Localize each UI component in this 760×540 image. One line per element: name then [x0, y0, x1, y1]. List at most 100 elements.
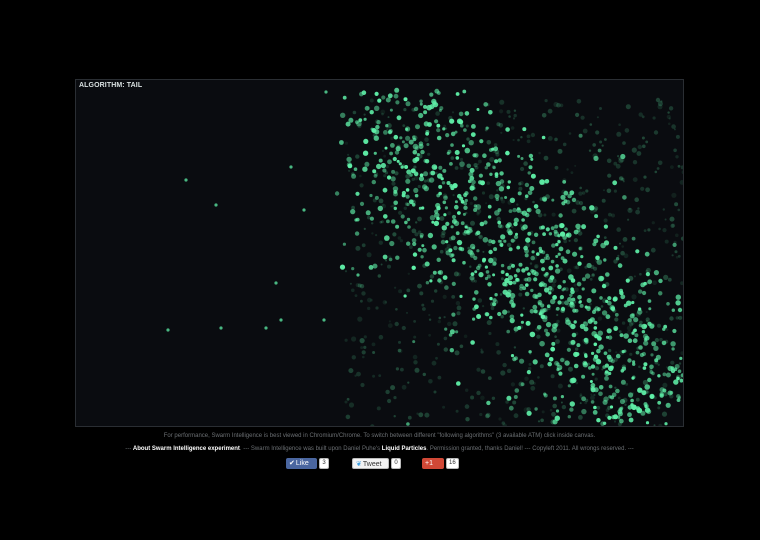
facebook-like-button[interactable]: ✔Like	[286, 458, 317, 469]
particle-trail	[417, 283, 422, 289]
particle	[405, 178, 411, 184]
particle-trail	[510, 382, 515, 387]
particle	[577, 261, 582, 266]
particle	[473, 196, 478, 201]
particle-field[interactable]	[76, 80, 684, 427]
particle-trail	[366, 252, 372, 258]
particle	[505, 150, 510, 156]
particle	[551, 243, 556, 248]
particle-trail	[669, 316, 674, 321]
particle-trail	[485, 202, 488, 205]
stray-particle	[214, 203, 218, 207]
particle-trail	[673, 128, 676, 131]
particle-trail	[607, 348, 612, 353]
particle-trail	[601, 368, 604, 371]
particle	[410, 168, 416, 174]
particle-trail	[508, 115, 511, 118]
particle	[617, 411, 623, 417]
particle-trail	[399, 239, 403, 243]
particle-trail	[529, 379, 535, 385]
particle	[428, 177, 435, 183]
tweet-button[interactable]: ❦Tweet	[352, 458, 389, 469]
particle-trail	[397, 348, 402, 353]
particle	[603, 351, 608, 356]
particle	[551, 198, 555, 202]
swarm-canvas[interactable]: ALGORITHM: TAIL	[75, 79, 684, 427]
particle-trail	[443, 347, 448, 352]
particle	[425, 131, 429, 136]
stray-particle	[354, 218, 358, 222]
particle	[494, 193, 500, 199]
about-experiment-link[interactable]: About Swarm Intelligence experiment	[132, 446, 240, 452]
particle-trail	[512, 138, 515, 142]
particle-trail	[573, 238, 578, 243]
particle	[478, 173, 483, 178]
particle	[638, 289, 643, 294]
particle	[631, 313, 635, 317]
particle	[383, 130, 388, 135]
particle-trail	[370, 298, 373, 302]
particle	[425, 281, 430, 285]
particle	[497, 223, 503, 229]
particle	[590, 364, 596, 369]
particle-trail	[379, 220, 383, 224]
particle-trail	[626, 325, 632, 331]
particle	[513, 234, 519, 240]
particle-trail	[614, 386, 617, 389]
particle	[533, 204, 539, 209]
particle-trail	[356, 371, 361, 377]
particle-trail	[594, 377, 598, 381]
particle-trail	[616, 227, 621, 232]
particle-trail	[345, 414, 351, 420]
particle	[649, 323, 655, 329]
particle-trail	[502, 423, 507, 426]
particle	[627, 318, 632, 323]
particle	[501, 270, 505, 274]
google-plus-button[interactable]: +1	[422, 458, 444, 469]
particle-trail	[668, 122, 671, 126]
particle-trail	[500, 196, 504, 200]
particle	[562, 280, 566, 284]
about-mid-text: . --- Swarm Intelligence was built upon …	[239, 446, 381, 452]
particle-trail	[380, 109, 386, 115]
particle	[394, 87, 400, 93]
particle-trail	[500, 277, 504, 281]
particle-trail	[496, 216, 501, 222]
particle	[513, 274, 518, 278]
particle-trail	[681, 170, 683, 175]
particle	[424, 159, 430, 164]
particle	[485, 126, 489, 130]
particle-trail	[526, 134, 531, 139]
particle	[433, 165, 438, 170]
particle	[451, 219, 457, 224]
particle-trail	[459, 157, 464, 162]
particle-trail	[354, 374, 357, 377]
particle-trail	[430, 299, 435, 303]
particle	[507, 230, 513, 236]
particle	[524, 266, 529, 271]
particle	[519, 286, 523, 291]
particle	[467, 249, 473, 255]
particle	[635, 249, 640, 254]
particle-trail	[580, 115, 585, 120]
particle	[479, 139, 484, 144]
particle	[523, 245, 528, 251]
particle	[395, 224, 400, 229]
particle	[419, 102, 423, 106]
particle	[615, 353, 621, 359]
liquid-particles-link[interactable]: Liquid Particles	[381, 446, 427, 452]
particle-trail	[646, 390, 650, 394]
particle-trail	[662, 228, 667, 233]
particle	[558, 223, 564, 229]
particle-trail	[603, 189, 605, 192]
particle	[486, 400, 491, 406]
particle	[408, 199, 414, 205]
stray-particle	[302, 208, 306, 212]
particle	[542, 308, 547, 313]
particle	[415, 124, 420, 130]
particle-trail	[590, 395, 595, 401]
particle	[533, 309, 538, 314]
particle	[578, 300, 582, 304]
particle	[563, 190, 569, 196]
particle	[554, 415, 560, 421]
